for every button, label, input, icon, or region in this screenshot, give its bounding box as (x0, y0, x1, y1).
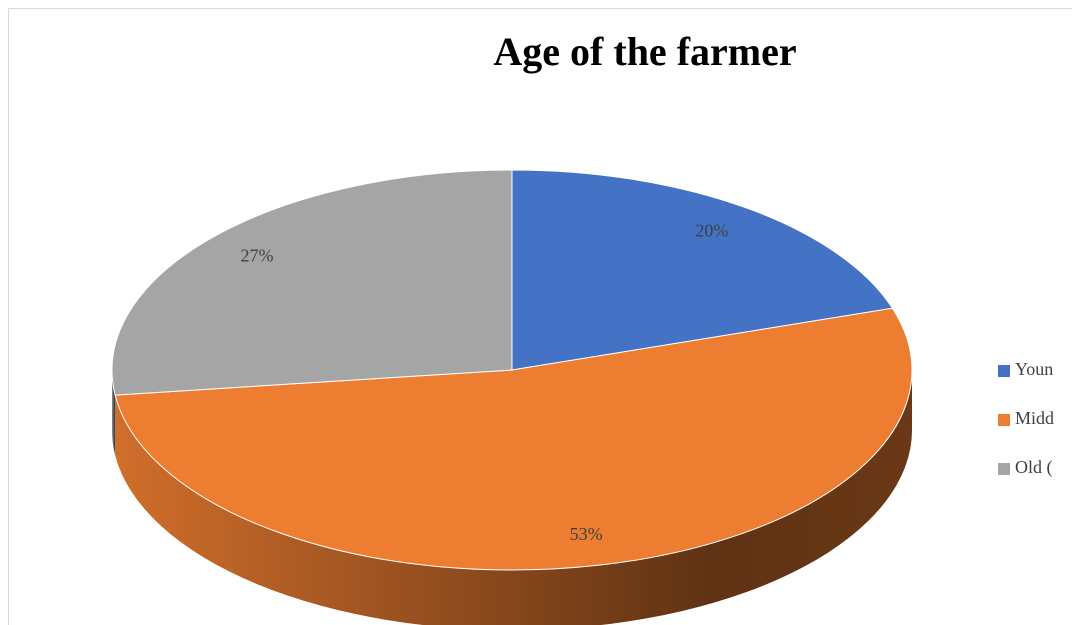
slice-side-shade (115, 370, 912, 625)
data-label: 53% (570, 524, 603, 544)
legend-label: Old ( (1015, 457, 1053, 478)
chart-title: Age of the farmer (493, 29, 796, 74)
legend-swatch (998, 414, 1010, 426)
legend-label: Youn (1015, 359, 1053, 379)
data-label: 20% (695, 221, 728, 241)
slice-side-shade (112, 370, 116, 456)
legend-swatch (998, 365, 1010, 377)
slice (511, 169, 894, 371)
data-label: 27% (240, 246, 273, 266)
slice (111, 169, 513, 396)
legend-label: Midd (1015, 408, 1054, 428)
slice (114, 307, 913, 571)
legend-swatch (998, 463, 1010, 475)
